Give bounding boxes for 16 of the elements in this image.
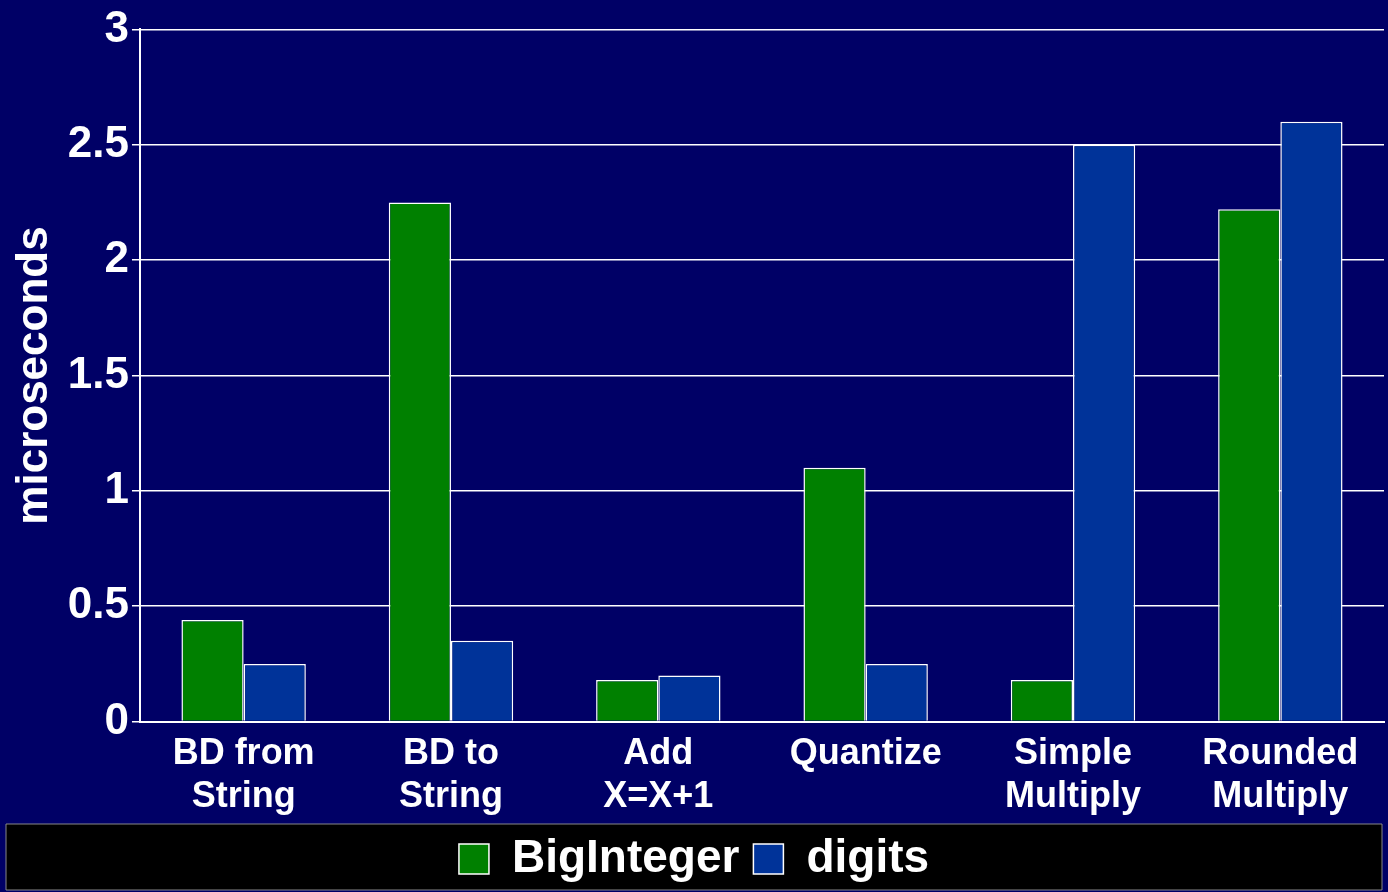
legend-label: digits xyxy=(806,829,930,882)
y-tick-label: 2 xyxy=(104,232,129,282)
x-tick-label: Quantize xyxy=(789,731,942,773)
y-axis-title: microseconds xyxy=(6,226,56,525)
y-tick-label: 0.5 xyxy=(67,578,129,628)
x-tick-label: Add X=X+1 xyxy=(603,731,714,816)
x-tick-label: BD from String xyxy=(172,731,315,816)
x-tick-label: Simple Multiply xyxy=(1005,731,1141,816)
y-tick-label: 1.5 xyxy=(67,347,129,397)
legend-label: BigInteger xyxy=(511,829,740,882)
y-tick-label: 3 xyxy=(104,1,129,51)
y-tick-label: 0 xyxy=(104,693,129,743)
x-tick-label: Rounded Multiply xyxy=(1202,731,1359,816)
y-tick-label: 2.5 xyxy=(67,116,129,166)
x-tick-label: BD to String xyxy=(398,731,503,816)
y-tick-label: 1 xyxy=(104,463,129,513)
